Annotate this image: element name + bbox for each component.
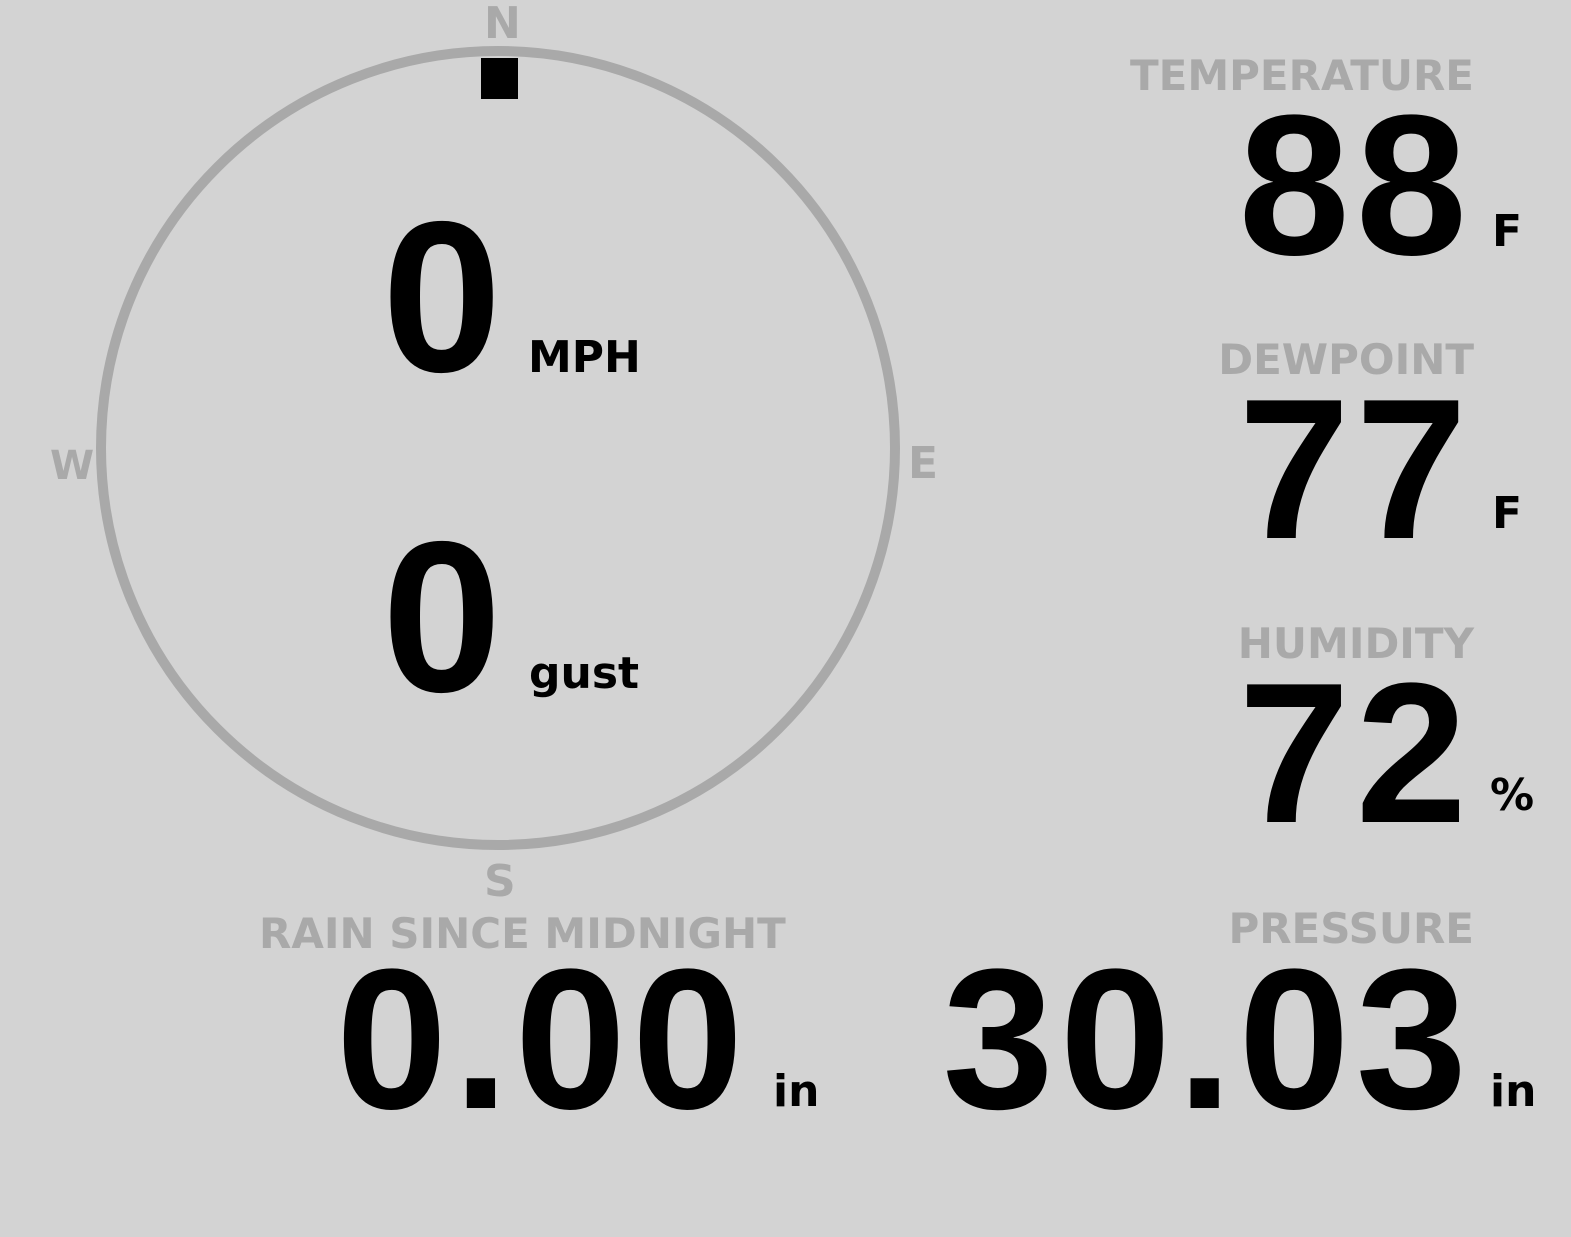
rain-unit: in [773, 1066, 820, 1117]
compass-east-label: E [908, 438, 939, 489]
compass-south-label: S [484, 856, 516, 907]
humidity-value: 72 [1238, 642, 1473, 865]
temperature-label: TEMPERATURE [1130, 51, 1474, 100]
dewpoint-unit: F [1492, 488, 1523, 539]
humidity-unit: % [1490, 770, 1535, 821]
dewpoint-value: 77 [1238, 358, 1473, 581]
temperature-value: 88 [1238, 74, 1473, 297]
pressure-unit: in [1490, 1066, 1537, 1117]
pressure-label: PRESSURE [1228, 904, 1474, 953]
pressure-value: 30.03 [942, 928, 1473, 1151]
wind-gust-value: 0 [382, 496, 508, 737]
compass-ring [96, 46, 900, 850]
rain-value: 0.00 [336, 928, 750, 1151]
wind-speed-value: 0 [382, 176, 508, 417]
humidity-label: HUMIDITY [1237, 619, 1474, 668]
compass-west-label: W [50, 443, 95, 489]
dewpoint-label: DEWPOINT [1218, 335, 1474, 384]
wind-speed-unit: MPH [528, 332, 641, 383]
rain-label: RAIN SINCE MIDNIGHT [259, 909, 786, 958]
wind-direction-pointer [481, 58, 518, 99]
compass-north-label: N [484, 0, 521, 49]
temperature-unit: F [1492, 206, 1523, 257]
wind-gust-unit: gust [529, 648, 640, 699]
